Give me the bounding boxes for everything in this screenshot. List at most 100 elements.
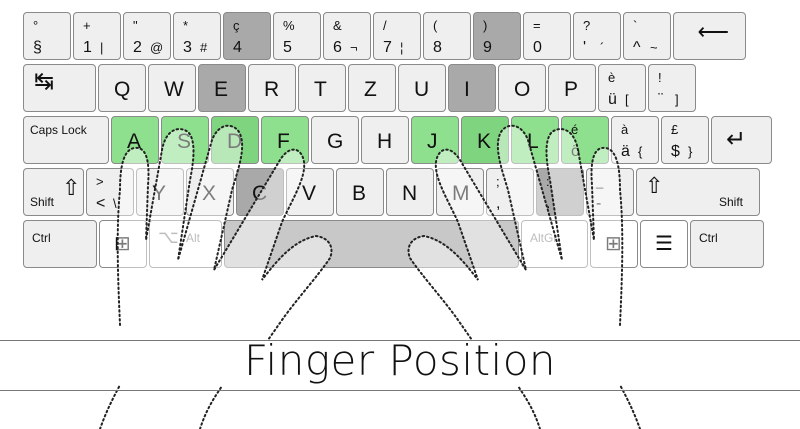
key-agrave-tl: à — [621, 122, 629, 137]
title-band — [0, 340, 800, 391]
key-y[interactable]: Y — [136, 168, 184, 216]
key-y-big: Y — [152, 182, 167, 205]
key-udia-tl: è — [608, 70, 616, 85]
key-7-br: ¦ — [400, 40, 404, 55]
key-2-bl: 2 — [133, 39, 142, 56]
key-r-big: R — [264, 78, 280, 101]
key-rshift-label: Shift — [719, 195, 744, 209]
key-u[interactable]: U — [398, 64, 446, 112]
key-caps[interactable]: Caps Lock — [23, 116, 109, 164]
key-menu[interactable]: ☰ — [640, 220, 688, 268]
key-backspace[interactable]: ⟵ — [673, 12, 746, 60]
windows-icon: ⊞ — [114, 233, 131, 255]
key-space[interactable] — [224, 220, 519, 268]
key-v[interactable]: V — [286, 168, 334, 216]
key-3[interactable]: * 3 # — [173, 12, 221, 60]
key-l[interactable]: L — [511, 116, 559, 164]
key-circ-bl: ^ — [633, 39, 641, 56]
key-udia[interactable]: è ü [ — [598, 64, 646, 112]
key-eacute-tl: é — [571, 122, 579, 137]
key-m[interactable]: M — [436, 168, 484, 216]
key-t[interactable]: T — [298, 64, 346, 112]
key-w-big: W — [164, 78, 184, 101]
key-1-tl: + — [83, 18, 91, 33]
key-sect[interactable]: ° § — [23, 12, 71, 60]
key-k[interactable]: K — [461, 116, 509, 164]
key-excl-br: ] — [675, 92, 679, 107]
key-lctrl[interactable]: Ctrl — [23, 220, 97, 268]
key-e-big: E — [214, 78, 229, 101]
key-tab[interactable]: ↹ — [23, 64, 96, 112]
key-alt[interactable]: Alt ⌥ — [149, 220, 222, 268]
key-5[interactable]: % 5 — [273, 12, 321, 60]
key-l-big: L — [527, 130, 539, 153]
key-t-big: T — [314, 78, 327, 101]
key-period-bl: . — [546, 195, 551, 212]
key-7-tl: / — [383, 18, 387, 33]
key-excl[interactable]: ! ¨] — [648, 64, 696, 112]
key-d[interactable]: D — [211, 116, 259, 164]
key-7[interactable]: / 7 ¦ — [373, 12, 421, 60]
key-lt[interactable]: > < \ — [86, 168, 134, 216]
key-circ-br: ~ — [650, 40, 658, 55]
key-v-big: V — [302, 182, 317, 205]
key-n[interactable]: N — [386, 168, 434, 216]
key-u-big: U — [414, 78, 430, 101]
key-r[interactable]: R — [248, 64, 296, 112]
key-z[interactable]: Z — [348, 64, 396, 112]
key-o[interactable]: O — [498, 64, 546, 112]
key-agrave[interactable]: à ä { — [611, 116, 659, 164]
key-pound-br: } — [688, 144, 693, 159]
key-circ[interactable]: ` ^ ~ — [623, 12, 671, 60]
key-rwin[interactable]: ⊞ — [590, 220, 638, 268]
key-rctrl[interactable]: Ctrl — [690, 220, 764, 268]
key-j[interactable]: J — [411, 116, 459, 164]
key-eacute-bl: ö — [571, 143, 580, 160]
key-comma[interactable]: ;, — [486, 168, 534, 216]
left-wrist — [99, 384, 121, 429]
key-s[interactable]: S — [161, 116, 209, 164]
key-h[interactable]: H — [361, 116, 409, 164]
key-m-big: M — [452, 182, 470, 205]
key-3-tl: * — [183, 18, 189, 33]
key-rshift[interactable]: Shift ⇧ — [636, 168, 760, 216]
key-minus-bl: - — [596, 195, 602, 212]
key-1-br: | — [100, 40, 104, 55]
key-lwin[interactable]: ⊞ — [99, 220, 147, 268]
key-sect-bl: § — [33, 39, 42, 56]
key-i[interactable]: I — [448, 64, 496, 112]
key-2-tl: " — [133, 18, 138, 33]
key-x[interactable]: X — [186, 168, 234, 216]
key-altgr[interactable]: AltGr — [521, 220, 588, 268]
key-0[interactable]: = 0 — [523, 12, 571, 60]
key-e[interactable]: E — [198, 64, 246, 112]
key-j-big: J — [427, 130, 438, 153]
key-7-bl: 7 — [383, 39, 392, 56]
key-8[interactable]: (8 — [423, 12, 471, 60]
key-minus[interactable]: _ - — [586, 168, 634, 216]
key-p[interactable]: P — [548, 64, 596, 112]
key-2[interactable]: " 2 @ — [123, 12, 171, 60]
key-b[interactable]: B — [336, 168, 384, 216]
key-a[interactable]: A — [111, 116, 159, 164]
key-minus-tl: _ — [596, 174, 604, 189]
key-q[interactable]: Q — [98, 64, 146, 112]
key-period[interactable]: :. — [536, 168, 584, 216]
key-apos[interactable]: ? ' ´ — [573, 12, 621, 60]
key-pound[interactable]: £ $} — [661, 116, 709, 164]
key-9[interactable]: ) 9 — [473, 12, 521, 60]
key-o-big: O — [514, 78, 531, 101]
key-f[interactable]: F — [261, 116, 309, 164]
key-lshift[interactable]: Shift ⇧ — [23, 168, 84, 216]
key-udia-br: [ — [625, 92, 629, 107]
key-g[interactable]: G — [311, 116, 359, 164]
key-enter[interactable]: ↵ — [711, 116, 772, 164]
key-6[interactable]: & 6 ¬ — [323, 12, 371, 60]
key-9-bl: 9 — [483, 39, 492, 56]
key-comma-bl: , — [496, 195, 501, 212]
key-w[interactable]: W — [148, 64, 196, 112]
key-1[interactable]: +1 | — [73, 12, 121, 60]
key-c[interactable]: C — [236, 168, 284, 216]
